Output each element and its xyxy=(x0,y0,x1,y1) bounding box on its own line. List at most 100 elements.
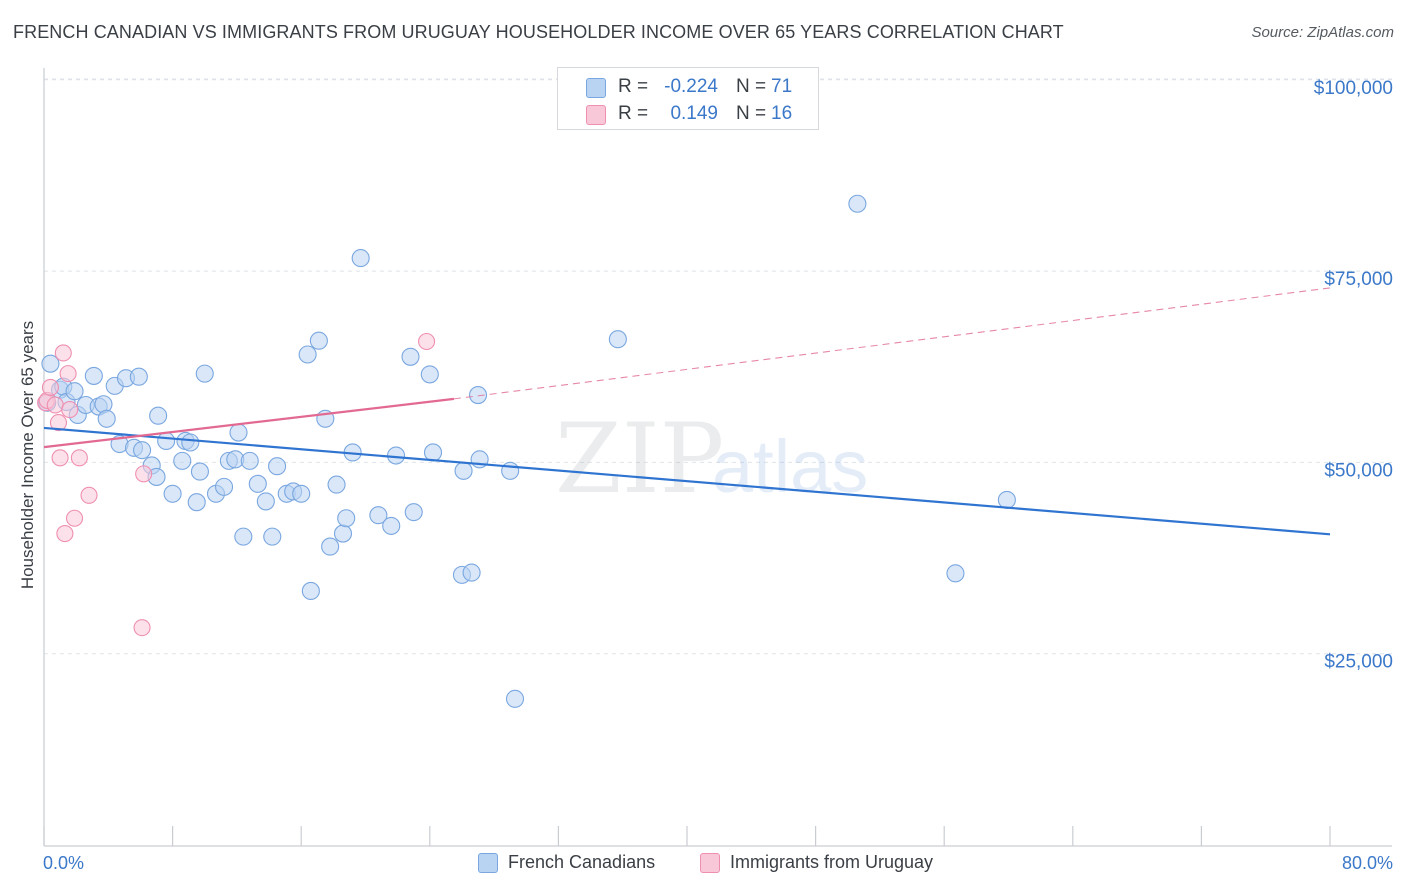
legend-r-value: -0.224 xyxy=(664,76,718,97)
point-immigrant-uruguay xyxy=(65,509,84,527)
point-french-canadian xyxy=(84,366,103,385)
point-immigrant-uruguay xyxy=(56,525,74,543)
watermark-zip: ZIP xyxy=(555,403,724,515)
point-immigrant-uruguay xyxy=(51,449,69,467)
y-tick-label: $75,000 xyxy=(1324,269,1393,290)
point-french-canadian xyxy=(240,451,259,470)
y-tick-labels: $25,000 $50,000 $75,000 $100,000 xyxy=(1314,78,1393,673)
point-french-canadian xyxy=(149,406,168,425)
point-french-canadian xyxy=(263,527,282,546)
point-french-canadian xyxy=(268,457,287,476)
point-french-canadian xyxy=(462,563,481,582)
legend-row-french-canadians: R = -0.224 N = 71 xyxy=(558,74,818,102)
series-legend: French Canadians Immigrants from Uruguay xyxy=(0,852,1406,878)
x-tick-label-max: 80.0% xyxy=(1341,853,1393,873)
point-immigrant-uruguay xyxy=(61,401,79,419)
point-french-canadian xyxy=(309,331,328,350)
point-french-canadian xyxy=(848,194,867,213)
point-french-canadian xyxy=(382,516,401,535)
point-french-canadian xyxy=(301,581,320,601)
point-french-canadian xyxy=(321,537,340,556)
point-immigrant-uruguay xyxy=(41,378,59,396)
point-french-canadian xyxy=(157,431,176,451)
trend-line-immigrants-uruguay xyxy=(43,397,455,449)
point-french-canadian xyxy=(369,506,388,525)
point-french-canadian xyxy=(234,527,253,546)
x-tick-label-min: 0.0% xyxy=(43,853,85,873)
y-tick-label: $25,000 xyxy=(1324,652,1393,673)
legend-r-label: R = xyxy=(618,76,649,97)
point-immigrant-uruguay xyxy=(70,449,88,467)
trend-extension-immigrants-uruguay xyxy=(453,287,1331,400)
point-immigrant-uruguay xyxy=(54,344,72,362)
point-french-canadian xyxy=(97,409,116,428)
legend-swatch-blue xyxy=(586,78,606,98)
point-french-canadian xyxy=(190,462,209,481)
source-credit: Source: ZipAtlas.com xyxy=(1251,24,1394,41)
legend-n-value: 16 xyxy=(771,103,793,124)
legend-r-label: R = xyxy=(618,103,649,124)
point-immigrant-uruguay xyxy=(46,396,64,414)
point-immigrant-uruguay xyxy=(80,486,98,504)
series-french-canadians xyxy=(38,194,1016,708)
point-immigrant-uruguay xyxy=(418,332,436,351)
legend-item-immigrants-uruguay[interactable]: Immigrants from Uruguay xyxy=(700,852,933,873)
point-french-canadian xyxy=(187,493,206,512)
point-french-canadian xyxy=(173,451,192,470)
legend-swatch-pink xyxy=(586,105,606,125)
trend-lines xyxy=(43,287,1331,536)
legend-label: French Canadians xyxy=(508,852,656,872)
point-french-canadian xyxy=(195,364,214,383)
point-french-canadian xyxy=(468,386,488,405)
series-immigrants-uruguay xyxy=(37,332,436,637)
point-french-canadian xyxy=(256,492,275,511)
legend-swatch-blue xyxy=(478,852,498,873)
point-french-canadian xyxy=(214,477,234,496)
point-immigrant-uruguay xyxy=(133,619,151,637)
point-french-canadian xyxy=(248,474,267,493)
legend-r-value: 0.149 xyxy=(670,103,718,124)
point-french-canadian xyxy=(401,347,420,366)
point-french-canadian xyxy=(327,475,346,494)
point-french-canadian xyxy=(129,367,148,386)
point-french-canadian xyxy=(420,365,439,384)
point-french-canadian xyxy=(41,354,60,373)
y-tick-label: $50,000 xyxy=(1324,460,1393,481)
point-french-canadian xyxy=(292,484,311,503)
axes xyxy=(43,68,1392,847)
watermark-atlas: atlas xyxy=(712,425,868,508)
point-french-canadian xyxy=(333,524,353,543)
point-french-canadian xyxy=(337,509,356,528)
legend-n-label: N = xyxy=(736,103,767,124)
legend-item-french-canadians[interactable]: French Canadians xyxy=(478,852,655,873)
point-french-canadian xyxy=(65,382,84,401)
point-french-canadian xyxy=(229,423,248,442)
point-french-canadian xyxy=(997,490,1016,509)
point-french-canadian xyxy=(163,484,182,503)
legend-n-label: N = xyxy=(736,76,767,97)
point-french-canadian xyxy=(298,345,317,364)
point-french-canadian xyxy=(133,441,152,460)
chart-title: FRENCH CANADIAN VS IMMIGRANTS FROM URUGU… xyxy=(13,22,1064,42)
grid-lines xyxy=(44,78,1392,655)
point-french-canadian xyxy=(501,461,520,480)
correlation-legend: R = -0.224 N = 71 R = 0.149 N = 16 xyxy=(557,67,819,130)
point-french-canadian xyxy=(351,249,370,268)
trend-line-french-canadians xyxy=(43,426,1331,536)
legend-swatch-pink xyxy=(700,852,720,873)
legend-n-value: 71 xyxy=(771,76,793,97)
point-french-canadian xyxy=(608,330,627,349)
point-french-canadian xyxy=(454,461,473,480)
point-french-canadian xyxy=(181,433,200,452)
point-french-canadian xyxy=(404,503,423,522)
point-french-canadian xyxy=(946,564,965,583)
point-immigrant-uruguay xyxy=(49,414,68,432)
legend-label: Immigrants from Uruguay xyxy=(730,852,934,872)
point-immigrant-uruguay xyxy=(135,465,153,483)
point-french-canadian xyxy=(505,689,525,708)
legend-row-immigrants-uruguay: R = 0.149 N = 16 xyxy=(558,101,818,129)
y-tick-label: $100,000 xyxy=(1314,78,1393,99)
point-immigrant-uruguay xyxy=(59,365,77,383)
watermark: ZIP atlas xyxy=(555,403,868,515)
